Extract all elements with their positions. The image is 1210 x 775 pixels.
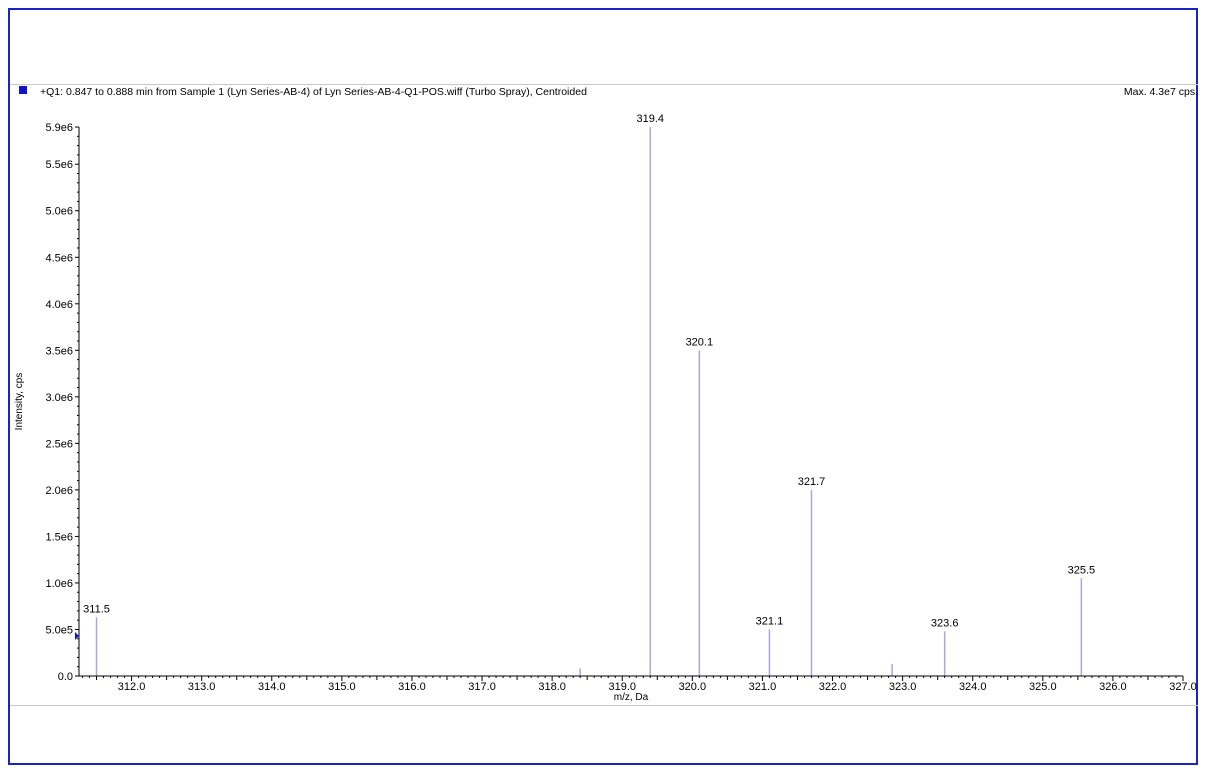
threshold-marker-icon[interactable] <box>75 631 79 640</box>
x-tick-label: 324.0 <box>959 681 987 693</box>
x-tick-label: 323.0 <box>889 681 917 693</box>
chart-title: +Q1: 0.847 to 0.888 min from Sample 1 (L… <box>40 86 587 98</box>
y-axis-title: Intensity, cps <box>14 373 25 431</box>
x-axis-ticks: 312.0 313.0 314.0 315.0 316.0 317.0 318.0 319.0… <box>82 676 1197 693</box>
x-tick-label: 312.0 <box>118 681 146 693</box>
y-tick-label: 3.0e6 <box>45 392 73 404</box>
y-tick-label: 5.0e5 <box>45 624 73 636</box>
peak-label: 325.5 <box>1068 564 1096 576</box>
x-tick-label: 326.0 <box>1099 681 1127 693</box>
x-axis-title: m/z, Da <box>614 692 649 703</box>
y-tick-label: 4.0e6 <box>45 299 73 311</box>
peak-label: 320.1 <box>686 336 714 348</box>
max-intensity-label: Max. 4.3e7 cps. <box>1123 86 1198 98</box>
x-tick-label: 315.0 <box>328 681 356 693</box>
x-tick-label: 322.0 <box>819 681 847 693</box>
peak-label: 321.1 <box>756 615 784 627</box>
peak-label: 323.6 <box>931 617 959 629</box>
y-tick-label: 2.5e6 <box>45 438 73 450</box>
x-tick-label: 317.0 <box>468 681 496 693</box>
x-tick-label: 320.0 <box>679 681 707 693</box>
y-tick-label: 3.5e6 <box>45 345 73 357</box>
y-tick-label: 0.0 <box>58 671 73 683</box>
y-tick-label: 2.0e6 <box>45 485 73 497</box>
y-tick-label: 4.5e6 <box>45 252 73 264</box>
y-tick-label: 5.0e6 <box>45 206 73 218</box>
x-tick-label: 327.0 <box>1169 681 1197 693</box>
x-tick-label: 321.0 <box>749 681 777 693</box>
y-tick-label: 1.5e6 <box>45 531 73 543</box>
y-tick-label: 5.9e6 <box>45 122 73 134</box>
y-axis-ticks: 0.0 5.0e5 1.0e6 1.5e6 2.0e6 2.5e6 3.0e6 3.5e6 4.… <box>45 122 79 683</box>
trace-marker-icon[interactable] <box>19 86 27 94</box>
chart-frame <box>8 8 1198 765</box>
y-tick-label: 1.0e6 <box>45 578 73 590</box>
x-tick-label: 325.0 <box>1029 681 1057 693</box>
x-tick-label: 319.0 <box>608 681 636 693</box>
y-tick-label: 5.5e6 <box>45 159 73 171</box>
footer-divider <box>10 705 1198 706</box>
x-tick-label: 313.0 <box>188 681 216 693</box>
peak-label: 311.5 <box>83 603 110 615</box>
peak-label: 319.4 <box>637 113 665 125</box>
x-tick-label: 314.0 <box>258 681 286 693</box>
peak-label: 321.7 <box>798 476 826 488</box>
header-divider <box>10 84 1198 85</box>
x-tick-label: 316.0 <box>398 681 426 693</box>
x-tick-label: 318.0 <box>538 681 566 693</box>
peaks: 311.5 319.4 320.1 321.1 321.7 323.6 325.5 <box>83 113 1095 676</box>
